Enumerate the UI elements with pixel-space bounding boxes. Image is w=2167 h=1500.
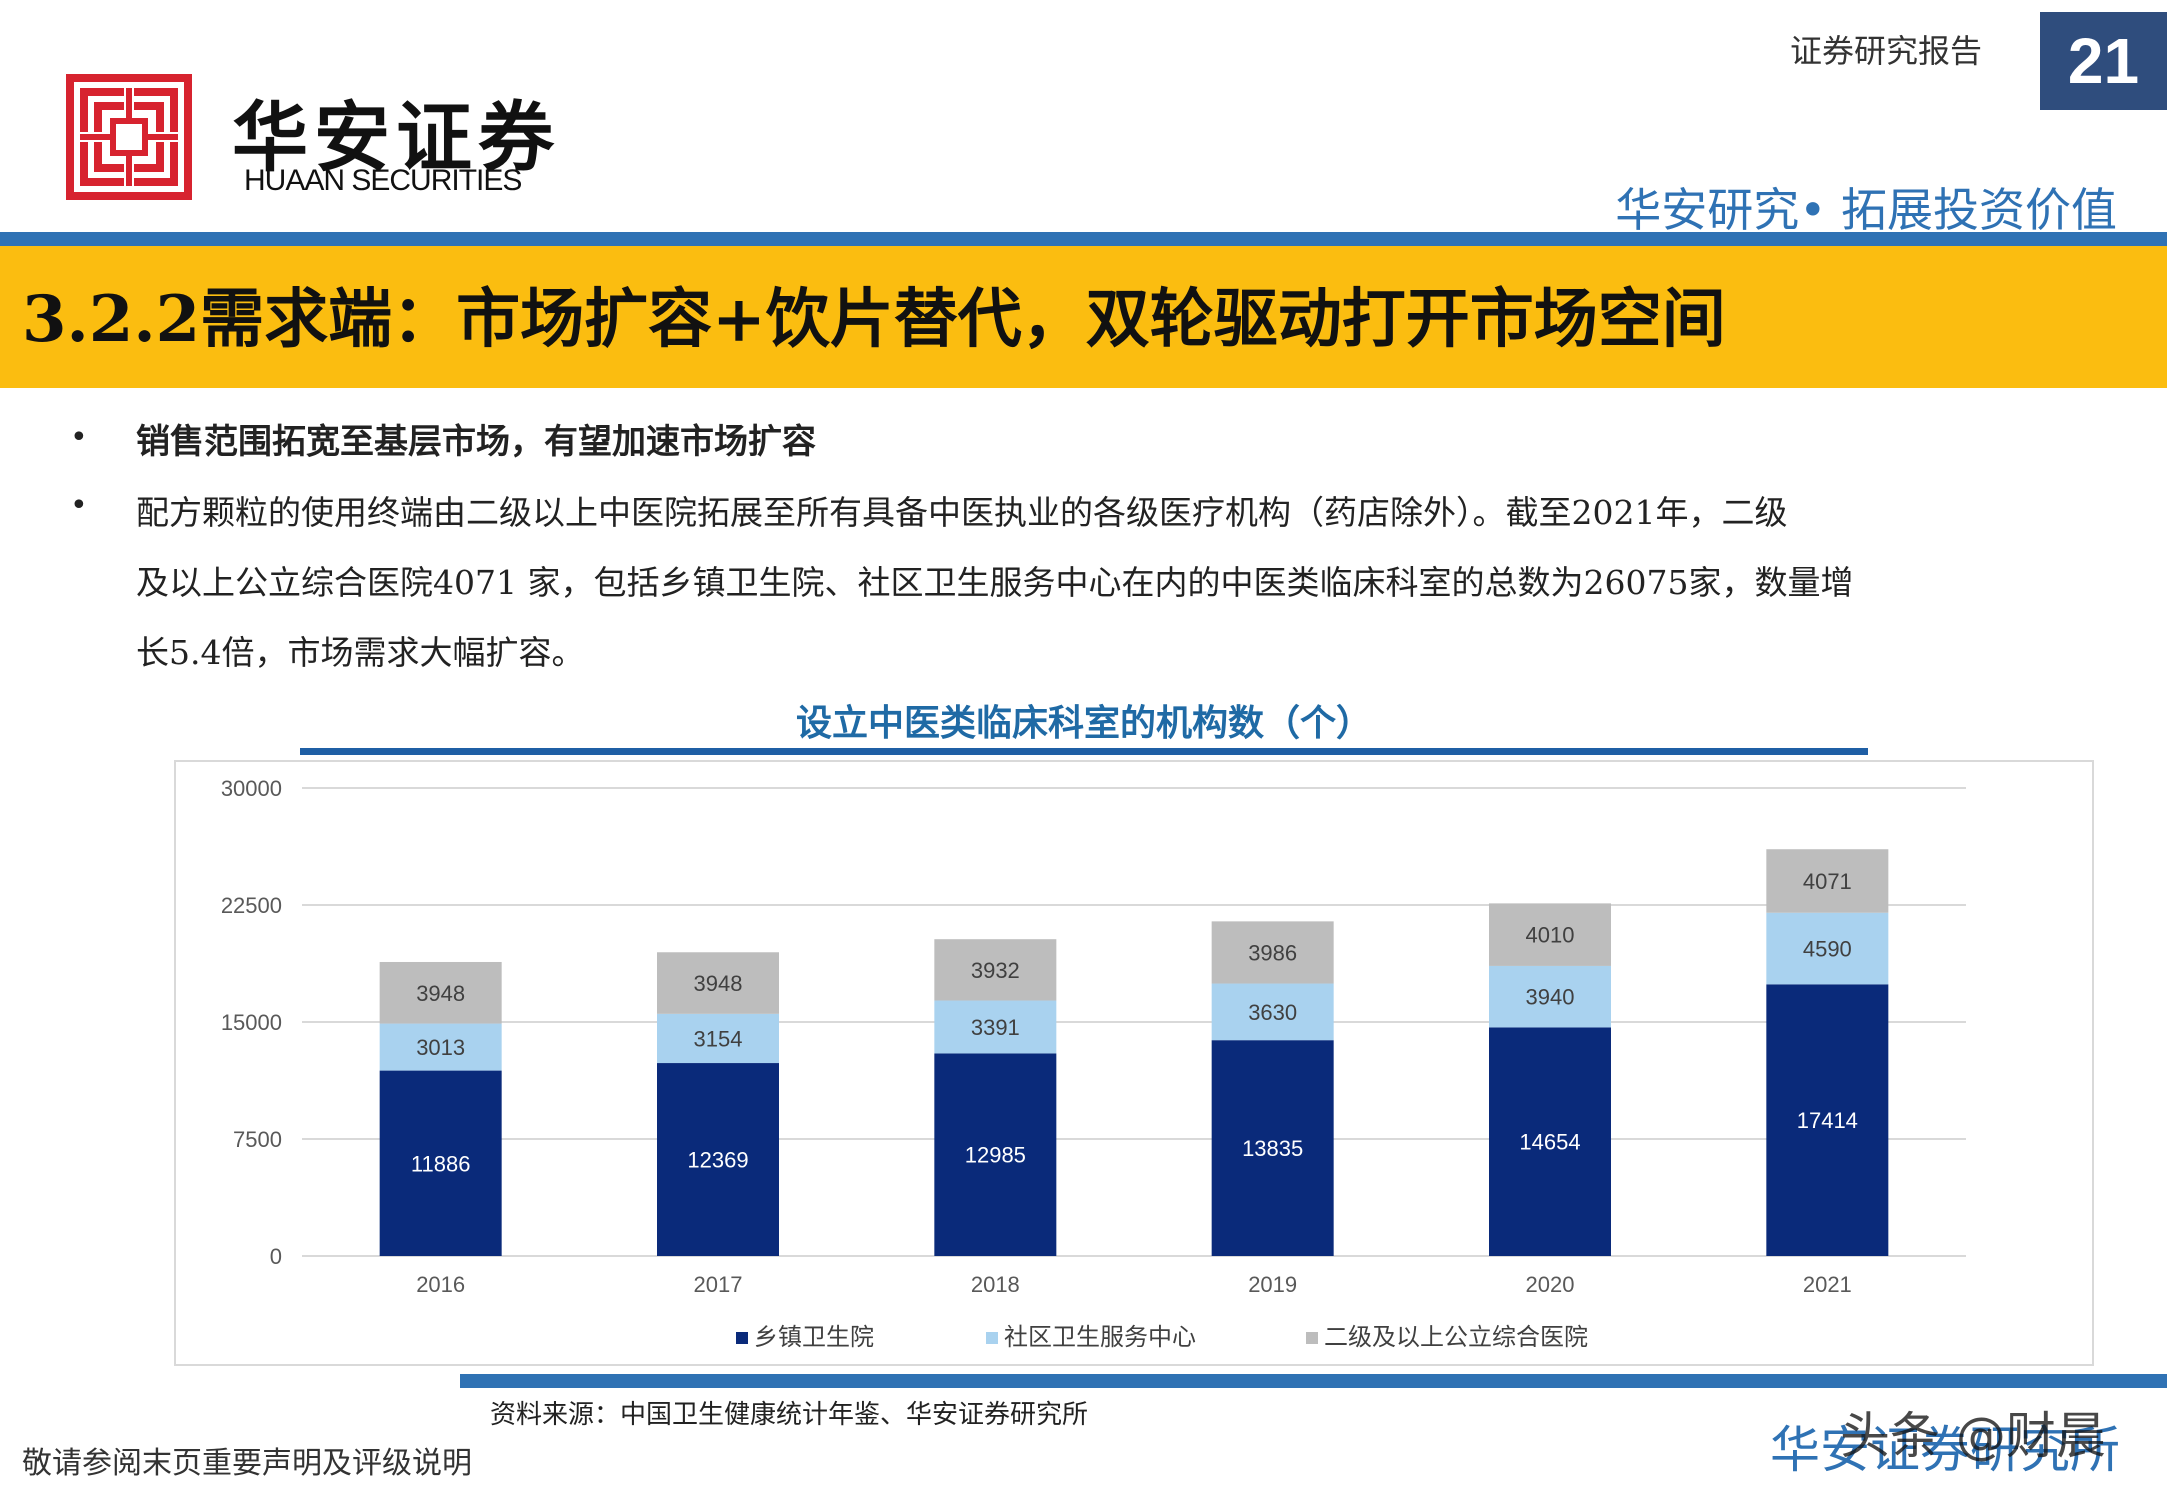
- data-label: 4590: [1803, 937, 1852, 962]
- legend-label: 社区卫生服务中心: [1004, 1323, 1196, 1351]
- legend-label: 乡镇卫生院: [754, 1323, 874, 1351]
- data-label: 11886: [411, 1151, 471, 1176]
- x-tick-label: 2016: [416, 1272, 465, 1297]
- x-tick-label: 2018: [971, 1272, 1020, 1297]
- data-label: 14654: [1519, 1130, 1580, 1155]
- bar-segment: [1766, 984, 1889, 1256]
- body-paragraph: 配方颗粒的使用终端由二级以上中医院拓展至所有具备中医执业的各级医疗机构（药店除外…: [136, 478, 2116, 688]
- data-label: 3013: [416, 1035, 465, 1060]
- bar-segment: [1211, 1040, 1334, 1256]
- disclaimer: 敬请参阅末页重要声明及评级说明: [22, 1446, 472, 1481]
- data-label: 17414: [1797, 1108, 1858, 1133]
- watermark: 头条 @财晨: [1840, 1407, 2106, 1465]
- bar-segment: [379, 1023, 502, 1071]
- footer-divider: [460, 1374, 2167, 1388]
- footer-brand: 华安证券研究所: [1770, 1421, 2120, 1479]
- x-tick-label: 2017: [694, 1272, 743, 1297]
- x-tick-label: 2020: [1526, 1272, 1575, 1297]
- bar-segment: [1766, 849, 1889, 913]
- data-label: 13835: [1242, 1136, 1303, 1161]
- data-label: 3948: [416, 981, 465, 1006]
- legend-swatch: [1306, 1332, 1318, 1344]
- slogan: 华安研究• 拓展投资价值: [1615, 183, 2117, 237]
- y-tick-label: 7500: [233, 1127, 282, 1152]
- bar-segment: [379, 961, 502, 1024]
- header-divider: [0, 232, 2167, 246]
- data-label: 3948: [694, 971, 743, 996]
- data-label: 3630: [1248, 1000, 1297, 1025]
- bar-segment: [1766, 912, 1889, 985]
- y-tick-label: 30000: [221, 776, 282, 801]
- data-label: 12985: [965, 1143, 1026, 1168]
- legend-label: 二级及以上公立综合医院: [1324, 1323, 1588, 1351]
- data-label: 12369: [687, 1148, 748, 1173]
- legend-swatch: [986, 1332, 998, 1344]
- bar-segment: [934, 1053, 1057, 1256]
- legend-swatch: [736, 1332, 748, 1344]
- data-label: 3391: [971, 1015, 1020, 1040]
- data-label: 4071: [1803, 869, 1852, 894]
- bar-segment: [657, 952, 779, 1014]
- data-label: 3932: [971, 958, 1020, 983]
- document-type: 证券研究报告: [1790, 32, 1983, 70]
- paragraph-line: 配方颗粒的使用终端由二级以上中医院拓展至所有具备中医执业的各级医疗机构（药店除外…: [136, 493, 1788, 532]
- y-tick-label: 15000: [221, 1010, 282, 1035]
- data-label: 4010: [1526, 923, 1575, 948]
- section-title: 3.2.2需求端：市场扩容+饮片替代，双轮驱动打开市场空间: [22, 282, 1726, 357]
- bar-segment: [1211, 921, 1334, 984]
- chart-frame: 0 7500 15000 22500 30000 11886 3013 3948 2016 123…: [174, 760, 2094, 1366]
- bar-segment: [934, 939, 1057, 1001]
- x-tick-label: 2019: [1248, 1272, 1297, 1297]
- bullet-marker: •: [70, 488, 88, 523]
- brand-name-en: HUAAN SECURITIES: [244, 164, 522, 197]
- bullet-marker: •: [70, 420, 88, 455]
- data-label: 3986: [1248, 940, 1297, 965]
- section-banner: [0, 246, 2167, 388]
- bar-segment: [657, 1013, 779, 1064]
- bar-segment: [657, 1063, 779, 1256]
- stacked-bar-chart: 0 7500 15000 22500 30000 11886 3013 3948 2016 123…: [221, 776, 1966, 1351]
- data-label: 3940: [1526, 985, 1575, 1010]
- source-note: 资料来源：中国卫生健康统计年鉴、华安证券研究所: [490, 1400, 1089, 1430]
- chart-title: 设立中医类临床科室的机构数（个）: [795, 703, 1372, 744]
- y-tick-label: 0: [270, 1244, 282, 1269]
- bar-segment: [934, 1000, 1057, 1054]
- bar-segment: [1489, 903, 1611, 966]
- bar-segment: [1489, 1027, 1611, 1256]
- bar-segment: [379, 1070, 502, 1256]
- company-logo: [66, 74, 192, 200]
- bar-segment: [1211, 983, 1334, 1041]
- bullet-heading: 销售范围拓宽至基层市场，有望加速市场扩容: [136, 422, 816, 462]
- data-label: 3154: [694, 1026, 743, 1051]
- page-number: 21: [2040, 12, 2167, 110]
- x-tick-label: 2021: [1803, 1272, 1852, 1297]
- paragraph-line: 长5.4倍，市场需求大幅扩容。: [136, 633, 585, 672]
- y-tick-label: 22500: [221, 893, 282, 918]
- chart-title-underline: [300, 748, 1868, 755]
- brand-name-cn: 华安证券: [232, 93, 560, 182]
- bar-segment: [1489, 965, 1611, 1028]
- paragraph-line: 及以上公立综合医院4071 家，包括乡镇卫生院、社区卫生服务中心在内的中医类临床…: [136, 563, 1854, 602]
